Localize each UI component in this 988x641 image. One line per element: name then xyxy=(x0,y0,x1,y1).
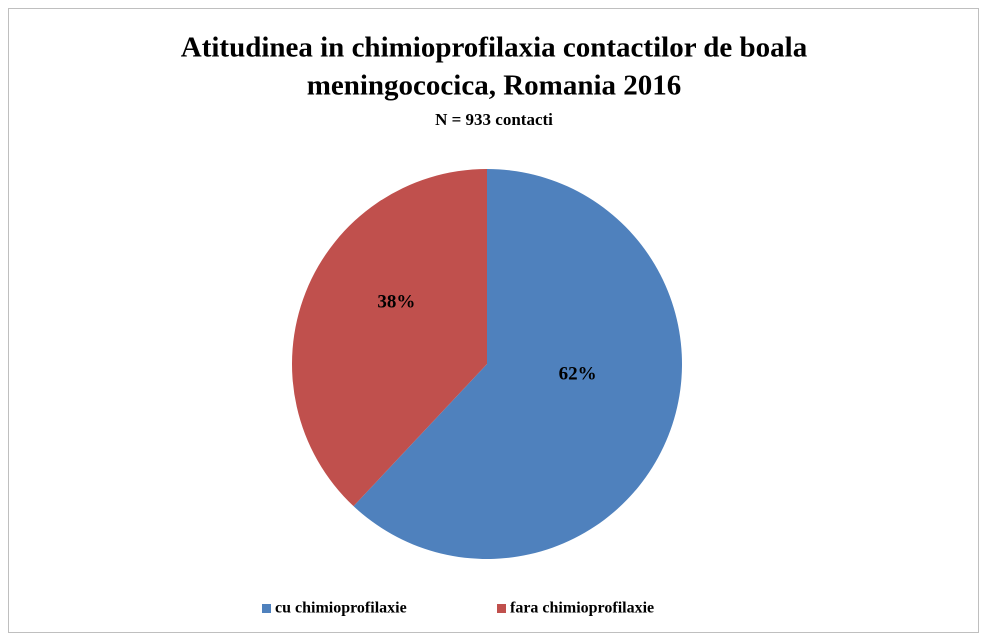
chart-subtitle: N = 933 contacti xyxy=(435,110,553,129)
chart-title: Atitudinea in chimioprofilaxia contactil… xyxy=(181,32,808,64)
legend-label: cu chimioprofilaxie xyxy=(275,600,407,617)
chart-title: meningococica, Romania 2016 xyxy=(307,70,682,102)
legend-swatch xyxy=(262,604,271,613)
data-label: 62% xyxy=(559,363,597,384)
data-label: 38% xyxy=(377,291,415,312)
pie-slice xyxy=(353,169,682,559)
legend-swatch xyxy=(497,604,506,613)
pie-slice xyxy=(291,169,487,507)
legend-label: fara chimioprofilaxie xyxy=(510,600,654,617)
